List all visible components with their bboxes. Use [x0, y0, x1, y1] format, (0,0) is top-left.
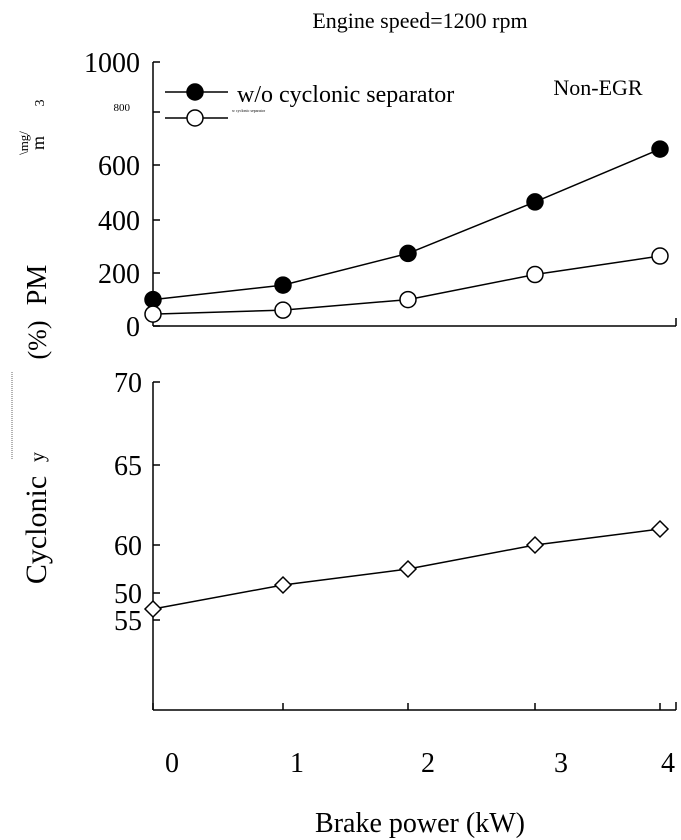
- pm-series-line-0: [152, 148, 661, 301]
- pm-y-ticks: 0 200 400 600 800 1000: [84, 48, 160, 343]
- eff-y-tick-label: 70: [114, 368, 142, 399]
- pm-data-point: [399, 290, 417, 309]
- eff-data-point: [525, 535, 545, 555]
- pm-data-point: [274, 276, 292, 294]
- pm-data-point: [526, 265, 544, 284]
- pm-data-point: [144, 305, 162, 323]
- legend-label-without: w/o cyclonic separator: [237, 82, 454, 108]
- x-axis-label: Brake power (kW): [315, 808, 525, 839]
- x-tick-label: 0: [165, 748, 179, 779]
- pm-data-point: [144, 290, 162, 309]
- eff-data-point: [273, 575, 293, 595]
- x-tick-label: 4: [661, 748, 675, 779]
- chart-title: Engine speed=1200 rpm: [312, 8, 527, 33]
- eff-data-point: [143, 599, 163, 619]
- eff-y-label-fragment: y: [27, 452, 49, 462]
- pm-data-point: [526, 193, 544, 211]
- pm-data-point: [651, 247, 669, 265]
- eff-y-tick-label: 65: [114, 451, 142, 482]
- eff-data-point: [650, 519, 670, 539]
- pm-y-tick-label: 1000: [84, 48, 140, 79]
- eff-y-label: Cyclonic: [20, 476, 53, 584]
- x-tick-label: 1: [290, 748, 304, 779]
- pm-y-tick-label: 400: [98, 206, 140, 237]
- legend: w/o cyclonic separator w cyclonic separa…: [165, 82, 454, 127]
- pm-data-point: [651, 140, 669, 158]
- eff-y-unit: (%): [23, 321, 52, 360]
- legend-marker-open-circle: [186, 109, 204, 127]
- eff-y-tick-label: 60: [114, 531, 142, 562]
- x-tick-label: 2: [421, 748, 435, 779]
- eff-y-tick-label: 55: [114, 606, 142, 637]
- pm-y-unit-fragment-2: m: [28, 136, 48, 150]
- pm-y-tick-label: 200: [98, 259, 140, 290]
- pm-y-label: PM: [22, 265, 53, 306]
- pm-data-point: [399, 244, 417, 263]
- x-tick-label: 3: [554, 748, 568, 779]
- pm-y-unit-fragment-1: \mg/: [16, 131, 31, 155]
- eff-x-ticks: 0 1 2 3 4: [152, 703, 675, 779]
- non-egr-annotation: Non-EGR: [553, 75, 643, 100]
- pm-data-point: [274, 301, 292, 319]
- pm-y-tick-label: 600: [98, 151, 140, 182]
- pm-series: [144, 140, 669, 323]
- pm-y-tick-label: 800: [114, 102, 131, 114]
- eff-y-tick-label: 50: [114, 579, 142, 610]
- pm-y-unit-fragment-3: 3: [33, 100, 48, 107]
- legend-label-with: w cyclonic separator: [232, 108, 266, 113]
- legend-marker-filled-circle: [186, 83, 204, 101]
- eff-data-point: [398, 559, 418, 579]
- eff-series: [143, 519, 670, 619]
- pm-y-tick-label: 0: [126, 312, 140, 343]
